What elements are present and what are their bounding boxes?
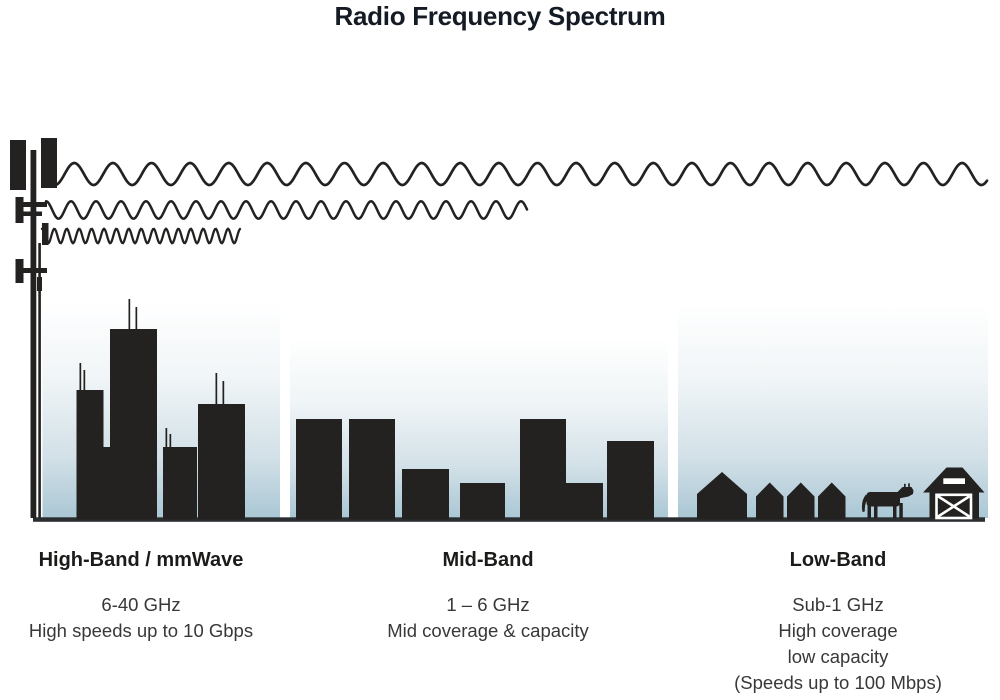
- lowband-houses: [697, 472, 846, 520]
- house: [818, 482, 846, 520]
- rooftop-antenna: [169, 434, 172, 447]
- tower-part: [30, 150, 37, 518]
- band-label-mid: Mid-Band 1 – 6 GHz Mid coverage & capacit…: [387, 549, 589, 644]
- band-detail-line: (Speeds up to 100 Mbps): [734, 672, 942, 693]
- tower-part: [10, 140, 26, 190]
- skyscraper: [103, 447, 111, 520]
- cow-icon: [861, 483, 914, 519]
- barn-door: [935, 493, 973, 520]
- page-title: Radio Frequency Spectrum: [334, 1, 666, 31]
- short-wavelength-wave: [40, 227, 242, 245]
- tower-part: [38, 243, 41, 518]
- band-detail-line: High speeds up to 10 Gbps: [28, 620, 254, 641]
- mid-wavelength-wave: [44, 200, 529, 220]
- rooftop-antenna: [215, 373, 218, 404]
- band-detail-line: low capacity: [787, 646, 889, 667]
- skyscraper: [163, 447, 197, 520]
- tower-part: [23, 202, 47, 207]
- mid-building: [520, 419, 566, 520]
- band-heading-low: Low-Band: [789, 549, 887, 571]
- band-detail-line: High coverage: [778, 620, 898, 641]
- tower-part: [15, 259, 24, 283]
- highband-city: [76, 299, 245, 520]
- house: [756, 482, 784, 520]
- rooftop-antenna: [83, 370, 86, 390]
- barn-vent-slit: [943, 478, 965, 484]
- house: [787, 482, 815, 520]
- band-detail-line: Mid coverage & capacity: [387, 620, 589, 641]
- band-heading-mid: Mid-Band: [442, 549, 534, 571]
- skyscraper: [110, 329, 157, 520]
- radio-waves: [40, 161, 989, 245]
- band-detail-line: Sub-1 GHz: [792, 594, 884, 615]
- tower-part: [23, 211, 42, 216]
- mid-building: [402, 469, 449, 520]
- tower-part: [15, 197, 24, 223]
- ground-layer: [33, 517, 985, 522]
- band-label-low: Low-Band Sub-1 GHz High coverage low capac…: [734, 549, 942, 696]
- long-wavelength-wave: [53, 161, 989, 187]
- ground-line: [33, 517, 985, 522]
- rooftop-antenna: [222, 381, 225, 404]
- scene-svg: [10, 138, 989, 522]
- mid-building: [349, 419, 395, 520]
- band-detail-line: 1 – 6 GHz: [446, 594, 530, 615]
- rooftop-antenna: [79, 363, 82, 390]
- skyscraper: [198, 404, 245, 520]
- mid-building: [296, 419, 342, 520]
- rooftop-antenna: [135, 307, 138, 329]
- skyscraper: [76, 390, 104, 520]
- band-details-mid: 1 – 6 GHz Mid coverage & capacity: [387, 592, 589, 644]
- band-details-low: Sub-1 GHz High coverage low capacity (Speed…: [734, 592, 942, 696]
- barn-icon: [923, 467, 985, 520]
- rooftop-antenna: [128, 299, 131, 329]
- band-detail-line: 6-40 GHz: [101, 594, 181, 615]
- band-details-high: 6-40 GHz High speeds up to 10 Gbps: [29, 592, 253, 644]
- tower-part: [37, 277, 42, 291]
- band-label-high: High-Band / mmWave 6-40 GHz High speeds u…: [29, 549, 253, 644]
- tower-part: [23, 268, 47, 273]
- mid-building: [460, 483, 505, 520]
- tower-part: [41, 138, 57, 188]
- rooftop-antenna: [165, 428, 168, 447]
- mid-building: [607, 441, 654, 520]
- mid-building: [566, 483, 603, 520]
- midband-city: [296, 419, 654, 520]
- band-heading-high: High-Band / mmWave: [38, 549, 244, 571]
- house: [697, 472, 747, 520]
